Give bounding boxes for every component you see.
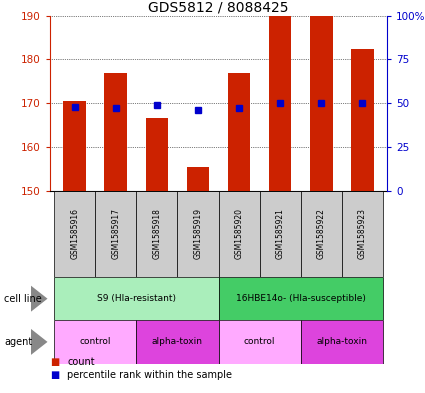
Bar (260, 191, 301, 277)
Bar (187, 167, 209, 191)
Bar (301, 320, 383, 364)
Text: GSM1585917: GSM1585917 (111, 208, 120, 259)
Text: percentile rank within the sample: percentile rank within the sample (67, 370, 232, 380)
Bar (54, 320, 136, 364)
Bar (136, 320, 218, 364)
Text: alpha-toxin: alpha-toxin (316, 338, 367, 346)
Text: control: control (79, 338, 111, 346)
Text: GSM1585921: GSM1585921 (276, 208, 285, 259)
Text: ■: ■ (50, 370, 59, 380)
Bar (310, 16, 332, 191)
Bar (351, 48, 374, 191)
Text: count: count (67, 356, 95, 367)
Bar (54, 277, 218, 320)
Text: GSM1585923: GSM1585923 (358, 208, 367, 259)
Bar (301, 191, 342, 277)
Text: control: control (244, 338, 275, 346)
Text: S9 (Hla-resistant): S9 (Hla-resistant) (97, 294, 176, 303)
Polygon shape (31, 329, 48, 355)
Bar (145, 118, 168, 191)
Bar (105, 73, 127, 191)
Text: alpha-toxin: alpha-toxin (152, 338, 203, 346)
Text: cell line: cell line (4, 294, 42, 304)
Bar (342, 191, 383, 277)
Text: GSM1585922: GSM1585922 (317, 208, 326, 259)
Title: GDS5812 / 8088425: GDS5812 / 8088425 (148, 0, 289, 15)
Bar (54, 191, 95, 277)
Bar (95, 191, 136, 277)
Text: agent: agent (4, 337, 32, 347)
Bar (63, 101, 86, 191)
Text: GSM1585916: GSM1585916 (70, 208, 79, 259)
Bar (269, 16, 292, 191)
Bar (218, 320, 301, 364)
Bar (228, 73, 250, 191)
Text: ■: ■ (50, 356, 59, 367)
Bar (218, 191, 260, 277)
Text: GSM1585918: GSM1585918 (152, 208, 162, 259)
Text: 16HBE14o- (Hla-susceptible): 16HBE14o- (Hla-susceptible) (236, 294, 366, 303)
Bar (177, 191, 218, 277)
Text: GSM1585920: GSM1585920 (235, 208, 244, 259)
Text: GSM1585919: GSM1585919 (193, 208, 202, 259)
Bar (136, 191, 177, 277)
Bar (218, 277, 383, 320)
Polygon shape (31, 286, 48, 312)
